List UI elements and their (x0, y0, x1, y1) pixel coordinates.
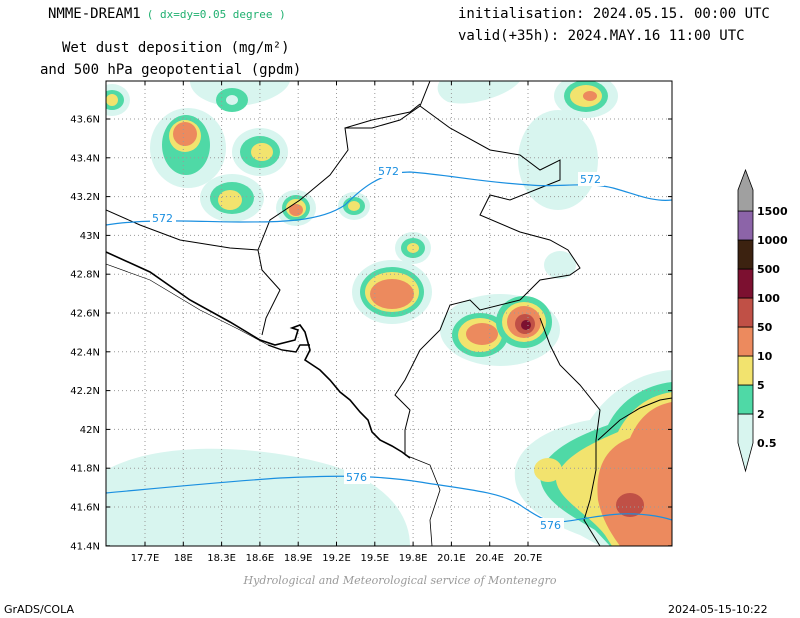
lon-tick-label: 20.4E (475, 553, 504, 564)
lon-tick-label: 18E (174, 553, 193, 564)
country-borders (106, 81, 672, 546)
deposition-cell (554, 81, 618, 118)
deposition-cell (150, 108, 226, 188)
contour-576 (106, 475, 672, 523)
legend-label: 0.5 (757, 437, 777, 450)
legend-swatch (737, 168, 754, 212)
legend-swatch (737, 355, 754, 386)
border-line (597, 397, 672, 441)
contour-label: 576 (540, 519, 561, 532)
geopotential-contours (106, 171, 672, 523)
contour-label: 572 (378, 165, 399, 178)
contour-labels: 572 572 572 576 576 (150, 164, 604, 532)
legend-label: 500 (757, 263, 780, 276)
deposition-field (106, 81, 672, 546)
lon-tick-label: 20.1E (437, 553, 466, 564)
border-line (419, 105, 581, 301)
deposition-area (106, 448, 410, 546)
lon-tick-label: 20.7E (514, 553, 543, 564)
credit-line: Hydrological and Meteorological service … (243, 574, 557, 587)
latitude-axis: 43.6N 43.4N 43.2N 43N 42.8N 42.6N 42.4N 42.2N 42… (70, 115, 672, 552)
legend-label: 1500 (757, 205, 788, 218)
lon-tick-label: 19.8E (399, 553, 428, 564)
lat-tick-label: 43.2N (70, 192, 100, 203)
lat-tick-label: 41.4N (70, 541, 100, 552)
lon-tick-label: 18.9E (284, 553, 313, 564)
border-line (344, 103, 421, 129)
border-line (257, 81, 431, 251)
map-grid (106, 81, 672, 546)
border-line (404, 454, 441, 546)
deposition-cell (518, 110, 598, 279)
legend-swatch (737, 210, 754, 241)
lat-tick-label: 42.8N (70, 270, 100, 281)
coastline (106, 251, 411, 459)
deposition-cell (395, 232, 431, 264)
deposition-cell (514, 370, 672, 546)
contour-label: 572 (580, 173, 601, 186)
legend-label: 5 (757, 379, 765, 392)
lon-tick-label: 18.6E (246, 553, 275, 564)
deposition-cell (232, 128, 288, 176)
border-line (539, 317, 601, 546)
resolution-note: ( dx=dy=0.05 degree ) (146, 8, 286, 21)
lat-tick-label: 43.6N (70, 115, 100, 126)
render-timestamp: 2024-05-15-10:22 (668, 603, 768, 616)
deposition-cell (440, 294, 560, 366)
contour-572 (106, 171, 672, 226)
deposition-cell (216, 88, 248, 112)
lat-tick-label: 43.4N (70, 153, 100, 164)
lat-tick-label: 43N (80, 231, 100, 242)
deposition-area (437, 81, 520, 104)
legend-label: 10 (757, 350, 773, 363)
legend-swatch (737, 384, 754, 415)
lat-tick-label: 41.8N (70, 464, 100, 475)
deposition-cell (106, 84, 130, 116)
lat-tick-label: 42.2N (70, 386, 100, 397)
deposition-cell (276, 190, 316, 226)
deposition-cell (338, 192, 370, 220)
deposition-cell (200, 174, 264, 222)
deposition-cell (352, 260, 432, 324)
lon-tick-label: 19.2E (322, 553, 351, 564)
lat-tick-label: 41.6N (70, 503, 100, 514)
valid-time: valid(+35h): 2024.MAY.16 11:00 UTC (458, 28, 745, 44)
legend-label: 100 (757, 292, 780, 305)
legend-swatch (737, 326, 754, 357)
legend-swatch (737, 239, 754, 270)
legend-label: 2 (757, 408, 765, 421)
variable-title-line2: and 500 hPa geopotential (gpdm) (40, 62, 302, 78)
coastline (267, 344, 310, 353)
lat-tick-label: 42.4N (70, 347, 100, 358)
contour-label: 576 (346, 471, 367, 484)
model-name: NMME-DREAM1 (48, 6, 141, 22)
coastline (106, 263, 269, 346)
variable-title-line1: Wet dust deposition (mg/m²) (62, 40, 290, 56)
legend-label: 50 (757, 321, 773, 334)
border-line (106, 209, 281, 336)
software-label: GrADS/COLA (4, 603, 74, 616)
border-line (394, 299, 521, 455)
lon-tick-label: 17.7E (131, 553, 160, 564)
legend-label: 1000 (757, 234, 788, 247)
lat-tick-label: 42.6N (70, 309, 100, 320)
color-legend: 0.5 2 5 10 50 100 500 1000 1500 (737, 168, 788, 473)
legend-swatch (737, 297, 754, 328)
longitude-axis: 17.7E 18E 18.3E 18.6E 18.9E 19.2E 19.5E 19.8E 20… (131, 81, 543, 564)
lat-tick-label: 42N (80, 425, 100, 436)
lon-tick-label: 19.5E (361, 553, 390, 564)
legend-swatch (737, 268, 754, 299)
model-title: NMME-DREAM1 ( dx=dy=0.05 degree ) (48, 6, 286, 22)
legend-swatch (737, 413, 754, 473)
contour-label: 572 (152, 212, 173, 225)
initialisation-time: initialisation: 2024.05.15. 00:00 UTC (458, 6, 770, 22)
lon-tick-label: 18.3E (207, 553, 236, 564)
